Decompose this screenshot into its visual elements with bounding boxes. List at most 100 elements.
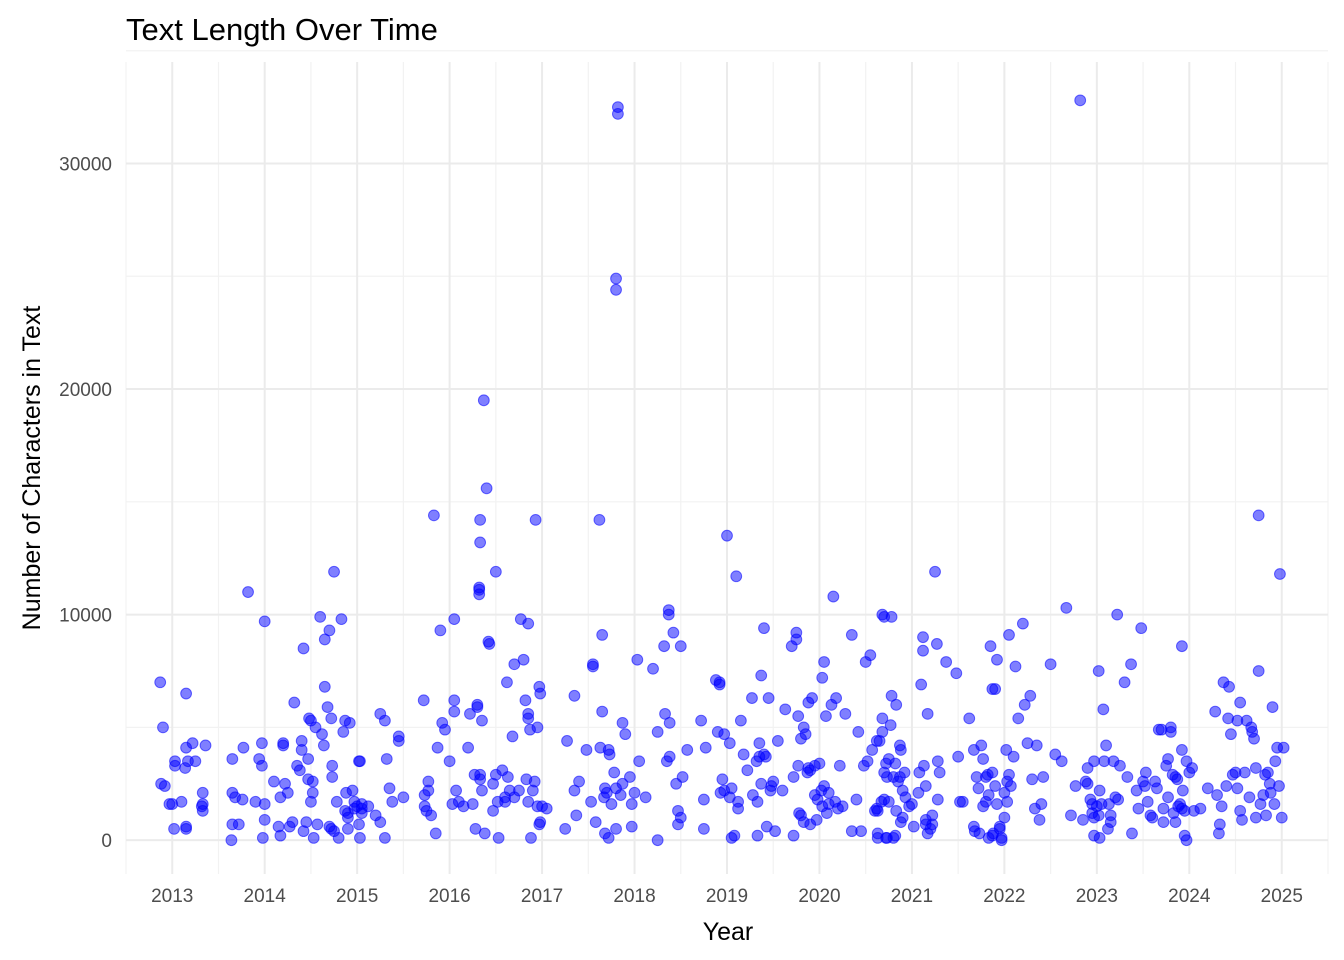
- data-point: [1024, 689, 1037, 702]
- data-point: [573, 775, 585, 788]
- data-point: [991, 653, 1003, 666]
- data-point: [318, 680, 331, 693]
- data-point: [1121, 771, 1134, 783]
- data-point: [1135, 622, 1148, 635]
- data-point: [930, 638, 943, 650]
- data-point: [631, 653, 644, 666]
- data-point: [469, 822, 482, 835]
- data-point: [975, 739, 988, 752]
- data-point: [776, 784, 789, 797]
- data-point: [434, 624, 447, 637]
- data-point: [651, 834, 664, 847]
- data-point: [258, 615, 271, 628]
- data-point: [1139, 766, 1152, 779]
- data-point: [474, 768, 487, 781]
- data-point: [232, 818, 245, 831]
- data-point: [513, 784, 525, 797]
- data-point: [425, 809, 438, 822]
- data-point: [1213, 818, 1226, 831]
- data-point: [885, 610, 898, 623]
- data-point: [354, 755, 366, 768]
- data-point: [986, 766, 999, 779]
- data-point: [919, 780, 932, 792]
- data-point: [1125, 658, 1137, 671]
- data-point: [603, 748, 616, 761]
- data-point: [374, 816, 387, 829]
- data-point: [392, 735, 405, 747]
- data-point: [522, 617, 535, 630]
- x-axis-ticks: 2013 2014 2015 2016 2017 2018 2019 2020 2021 2022…: [151, 886, 1303, 907]
- data-point: [1111, 608, 1124, 621]
- data-point: [600, 786, 613, 799]
- data-point: [1248, 732, 1260, 745]
- data-point: [1077, 813, 1089, 826]
- data-point: [480, 482, 493, 495]
- data-point: [277, 739, 290, 752]
- data-point: [1065, 809, 1077, 822]
- data-point: [519, 694, 532, 707]
- data-point: [792, 710, 805, 723]
- data-point: [1018, 698, 1031, 711]
- data-point: [321, 701, 334, 713]
- data-point: [1012, 712, 1025, 725]
- data-point: [1030, 739, 1043, 752]
- data-point: [1176, 744, 1188, 756]
- data-point: [306, 786, 319, 799]
- data-point: [589, 816, 602, 829]
- data-point: [1141, 795, 1154, 808]
- data-point: [180, 687, 193, 700]
- x-axis-title: Year: [703, 918, 754, 946]
- data-point: [256, 737, 268, 750]
- data-point: [1220, 780, 1233, 792]
- data-point: [1157, 802, 1170, 815]
- data-point: [258, 813, 271, 826]
- data-point: [342, 822, 354, 835]
- data-point: [337, 726, 350, 738]
- data-point: [508, 658, 521, 671]
- data-point: [1275, 811, 1288, 824]
- data-point: [713, 678, 726, 691]
- data-point: [354, 832, 366, 844]
- data-point: [443, 755, 456, 768]
- data-point: [1100, 739, 1112, 752]
- data-point: [1180, 834, 1193, 847]
- data-point: [1176, 640, 1188, 653]
- data-point: [984, 640, 997, 653]
- data-point: [1114, 759, 1126, 772]
- data-point: [528, 775, 541, 788]
- data-point: [816, 671, 829, 684]
- data-point: [1249, 762, 1262, 774]
- data-point: [931, 793, 944, 806]
- data-point: [667, 626, 680, 639]
- data-point: [1093, 784, 1106, 797]
- data-point: [917, 644, 929, 657]
- data-point: [346, 784, 359, 797]
- data-point: [972, 782, 985, 795]
- data-point: [1186, 762, 1198, 774]
- data-point: [489, 565, 502, 578]
- data-point: [1069, 780, 1082, 792]
- data-point: [912, 786, 925, 799]
- data-point: [476, 784, 488, 797]
- data-point: [237, 741, 250, 754]
- data-point: [226, 753, 239, 765]
- data-point: [585, 795, 597, 808]
- data-point: [386, 795, 399, 808]
- data-point: [1264, 786, 1277, 799]
- data-point: [850, 793, 863, 806]
- data-point: [258, 798, 271, 810]
- data-point: [624, 771, 636, 783]
- data-point: [448, 613, 461, 626]
- data-point: [1238, 766, 1251, 779]
- x-tick-label: 2014: [244, 886, 287, 907]
- data-point: [335, 613, 348, 626]
- data-point: [506, 730, 519, 743]
- data-point: [894, 744, 907, 756]
- data-point: [288, 696, 301, 709]
- data-point: [529, 513, 542, 526]
- data-point: [568, 689, 581, 702]
- data-point: [950, 667, 963, 680]
- data-point: [326, 771, 339, 783]
- x-tick-label: 2023: [1076, 886, 1118, 907]
- data-point: [1162, 753, 1174, 765]
